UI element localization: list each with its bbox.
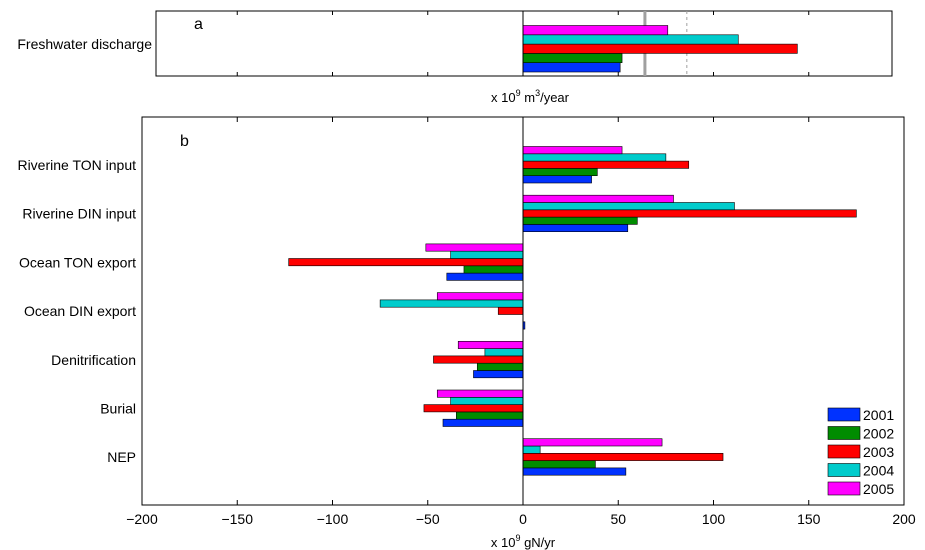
tick-label: 50 [610, 511, 626, 527]
tick-label: −100 [317, 511, 349, 527]
panel-a-label: a [194, 16, 203, 33]
legend-label-2004: 2004 [863, 463, 894, 479]
bar-2001 [446, 272, 524, 281]
legend-label-2001: 2001 [863, 407, 894, 423]
bar-2003 [433, 355, 524, 364]
panel-b-label: b [180, 133, 189, 150]
panel-a: a Freshwater discharge x 109 m3/year [17, 10, 893, 105]
panel-b-bars [288, 146, 857, 476]
panel-b-category-labels: Riverine TON input Riverine DIN input Ocea… [17, 157, 136, 465]
bar-2002 [463, 265, 524, 274]
bar-2003 [423, 404, 524, 413]
legend-label-2002: 2002 [863, 426, 894, 442]
category-label: Ocean DIN export [24, 303, 136, 319]
panel-b: b −200 −150 −100 −50 0 50 100 150 200 Riverine T… [17, 116, 916, 550]
bar-2002 [522, 53, 623, 64]
bar-2005 [436, 389, 524, 398]
bar-2002 [476, 362, 524, 371]
tick-label: −150 [221, 511, 253, 527]
category-label: NEP [107, 449, 136, 465]
bar-2002 [456, 411, 524, 420]
category-label: Burial [100, 401, 136, 417]
bar-2003 [522, 43, 798, 54]
bar-2003 [522, 209, 857, 218]
bar-2004 [522, 34, 739, 45]
tick-label: 150 [797, 511, 821, 527]
bar-2005 [457, 340, 524, 349]
tick-label: 100 [702, 511, 726, 527]
panel-a-category-label: Freshwater discharge [17, 36, 152, 52]
bar-2004 [450, 396, 524, 405]
legend-label-2005: 2005 [863, 481, 894, 497]
bar-2003 [497, 306, 524, 315]
bar-2003 [288, 258, 524, 267]
tick-label: −200 [126, 511, 158, 527]
bar-2001 [522, 467, 627, 476]
legend: 2001 2002 2003 2004 2005 [827, 407, 894, 497]
legend-swatch-2005 [827, 481, 861, 496]
bar-2005 [522, 194, 674, 203]
bar-2001 [442, 418, 524, 427]
tick-label: 0 [519, 511, 527, 527]
bar-2001 [473, 370, 524, 379]
legend-label-2003: 2003 [863, 444, 894, 460]
bar-2001 [522, 175, 592, 184]
legend-swatch-2002 [827, 426, 861, 440]
bar-2002 [522, 168, 598, 176]
panel-a-ticks [236, 11, 810, 76]
bar-2003 [522, 452, 724, 461]
category-label: Riverine DIN input [22, 206, 136, 222]
bar-2005 [522, 438, 663, 447]
bar-2004 [522, 445, 541, 454]
bar-2004 [450, 250, 524, 259]
category-label: Denitrification [51, 352, 136, 368]
bar-2002 [522, 460, 596, 469]
bar-2004 [522, 202, 735, 211]
panel-a-bars [522, 25, 798, 73]
bar-2005 [436, 292, 524, 301]
tick-label: −50 [416, 511, 440, 527]
category-label: Riverine TON input [17, 157, 136, 173]
tick-label: 200 [892, 511, 916, 527]
panel-b-ticks: −200 −150 −100 −50 0 50 100 150 200 [126, 117, 916, 527]
bar-2005 [522, 146, 623, 155]
category-label: Ocean TON export [19, 254, 136, 270]
legend-swatch-2003 [827, 444, 861, 459]
panel-a-frame [155, 10, 893, 77]
panel-a-xlabel: x 109 m3/year [491, 88, 570, 105]
bar-2004 [379, 299, 524, 308]
bar-2001 [522, 224, 629, 232]
bar-2005 [425, 243, 524, 252]
bar-2002 [522, 216, 638, 225]
bar-2003 [522, 160, 690, 169]
bar-2005 [522, 25, 669, 36]
legend-swatch-2001 [827, 407, 861, 422]
legend-swatch-2004 [827, 463, 861, 477]
panel-b-xlabel: x 109 gN/yr [491, 533, 556, 550]
bar-2004 [522, 153, 667, 162]
bar-2001 [522, 62, 621, 73]
bar-2004 [484, 348, 524, 357]
